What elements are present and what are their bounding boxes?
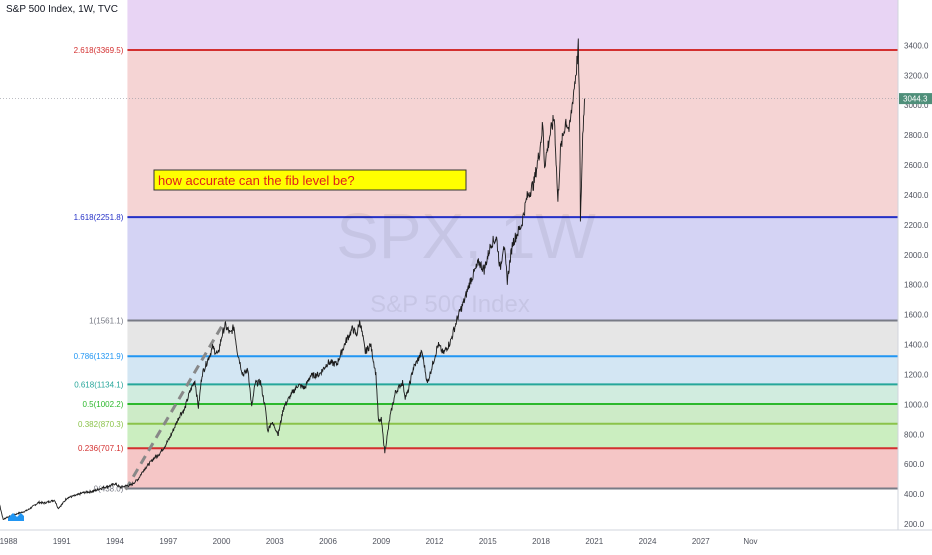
x-tick-1997: 1997 [159, 537, 177, 546]
x-tick-2018: 2018 [532, 537, 550, 546]
tradingview-logo-icon[interactable] [8, 513, 24, 521]
current-price-tag-bg [899, 93, 932, 105]
y-tick-2400.0: 2400.0 [904, 191, 929, 200]
watermark-name: S&P 500 Index [370, 291, 530, 318]
current-price-tag: 3044.3 [899, 93, 932, 105]
x-tick-2000: 2000 [213, 537, 231, 546]
x-tick-2024: 2024 [639, 537, 657, 546]
fib-band-0.786 [127, 356, 899, 385]
fib-label-0.5: 0.5(1002.2) [83, 400, 124, 409]
fib-band-2.618 [127, 49, 899, 218]
y-tick-1400.0: 1400.0 [904, 341, 929, 350]
chart-title: S&P 500 Index, 1W, TVC [6, 4, 118, 15]
annotation-text: how accurate can the fib level be? [158, 173, 355, 188]
fib-band-0.618 [127, 384, 899, 405]
fib-band-1.618 [127, 217, 899, 321]
fib-trendline[interactable] [124, 319, 227, 491]
fib-label-0.786: 0.786(1321.9) [74, 352, 124, 361]
y-tick-2600.0: 2600.0 [904, 161, 929, 170]
price-series [0, 38, 585, 520]
y-tick-2200.0: 2200.0 [904, 221, 929, 230]
x-tick-Nov: Nov [743, 537, 757, 546]
fib-band-top [127, 0, 899, 50]
y-tick-3000.0: 3000.0 [904, 101, 929, 110]
y-tick-200.0: 200.0 [904, 520, 925, 529]
x-tick-1988: 1988 [0, 537, 18, 546]
x-tick-2021: 2021 [585, 537, 603, 546]
fib-label-0.382: 0.382(870.3) [78, 420, 124, 429]
x-tick-2027: 2027 [692, 537, 710, 546]
y-tick-2800.0: 2800.0 [904, 131, 929, 140]
y-tick-3200.0: 3200.0 [904, 71, 929, 80]
annotation-box[interactable] [153, 169, 467, 191]
x-tick-1994: 1994 [106, 537, 124, 546]
y-tick-800.0: 800.0 [904, 430, 925, 439]
fib-band-0.382 [127, 423, 899, 449]
y-tick-1000.0: 1000.0 [904, 400, 929, 409]
fib-band-1 [127, 320, 899, 357]
fib-band-0.236 [127, 448, 899, 489]
fib-label-1: 1(1561.1) [89, 316, 124, 325]
y-tick-1600.0: 1600.0 [904, 311, 929, 320]
x-tick-2003: 2003 [266, 537, 284, 546]
y-tick-2000.0: 2000.0 [904, 251, 929, 260]
current-price-value: 3044.3 [903, 95, 928, 104]
fib-label-2.618: 2.618(3369.5) [74, 46, 124, 55]
y-tick-3400.0: 3400.0 [904, 41, 929, 50]
y-tick-1800.0: 1800.0 [904, 281, 929, 290]
x-tick-2012: 2012 [426, 537, 444, 546]
fib-label-0.618: 0.618(1134.1) [74, 380, 124, 389]
y-tick-600.0: 600.0 [904, 460, 925, 469]
x-tick-2009: 2009 [372, 537, 390, 546]
fib-label-0: 0(438.0) [94, 484, 124, 493]
x-tick-2006: 2006 [319, 537, 337, 546]
fib-band-0.5 [127, 404, 899, 424]
watermark-symbol: SPX, 1W [336, 200, 596, 272]
y-tick-1200.0: 1200.0 [904, 370, 929, 379]
x-tick-2015: 2015 [479, 537, 497, 546]
fib-label-1.618: 1.618(2251.8) [74, 213, 124, 222]
y-tick-400.0: 400.0 [904, 490, 925, 499]
x-tick-1991: 1991 [53, 537, 71, 546]
fib-label-0.236: 0.236(707.1) [78, 444, 124, 453]
